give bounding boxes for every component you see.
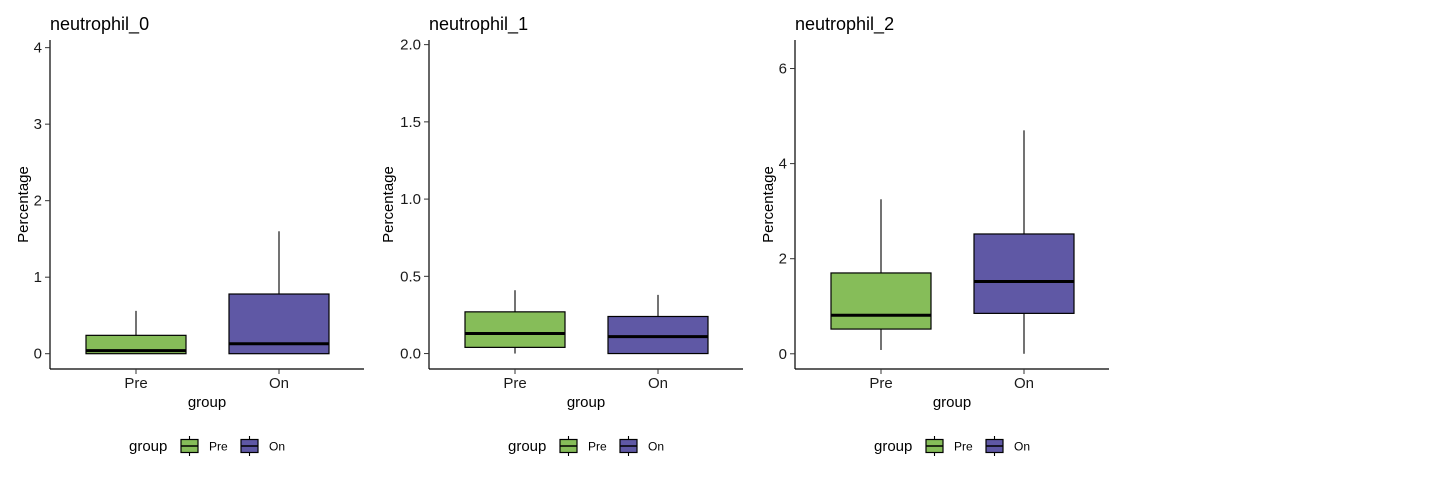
y-axis-title: Percentage (15, 166, 32, 243)
y-axis-title: Percentage (760, 166, 777, 243)
y-tick-label: 4 (779, 156, 787, 173)
legend-label: On (648, 440, 664, 454)
legend-item-on: On (619, 436, 664, 456)
legend: group Pre On (508, 436, 664, 456)
x-tick-label: On (269, 375, 289, 392)
y-tick-label: 0 (34, 346, 42, 363)
x-tick-label: On (648, 375, 668, 392)
y-tick-label: 2.0 (400, 37, 421, 54)
box-on (973, 130, 1075, 354)
box-body (830, 272, 932, 330)
y-tick-label: 2 (34, 193, 42, 210)
y-tick-label: 3 (34, 116, 42, 133)
y-tick-label: 1 (34, 269, 42, 286)
box-body (85, 334, 187, 355)
panel-title: neutrophil_1 (429, 14, 528, 35)
y-tick-label: 0 (779, 346, 787, 363)
panel-title: neutrophil_2 (795, 14, 894, 35)
y-tick-label: 6 (779, 61, 787, 78)
legend-title: group (874, 438, 912, 455)
legend-item-pre: Pre (559, 436, 607, 456)
legend-label: Pre (588, 440, 607, 454)
panel-title: neutrophil_0 (50, 14, 149, 35)
box-pre (85, 310, 187, 355)
y-tick-label: 0.0 (400, 346, 421, 363)
y-axis-title: Percentage (380, 166, 397, 243)
y-tick-label: 0.5 (400, 268, 421, 285)
box-body (607, 315, 709, 355)
legend: group Pre On (874, 436, 1030, 456)
box-pre (830, 199, 932, 350)
y-tick-label: 2 (779, 251, 787, 268)
x-tick-label: Pre (124, 375, 147, 392)
x-tick-label: On (1014, 375, 1034, 392)
x-axis-title: group (567, 394, 605, 411)
box-on (228, 231, 330, 355)
box-on (607, 294, 709, 355)
legend-title: group (508, 438, 546, 455)
x-tick-label: Pre (869, 375, 892, 392)
legend-title: group (129, 438, 167, 455)
legend-label: Pre (209, 440, 228, 454)
x-tick-label: Pre (503, 375, 526, 392)
y-tick-label: 1.0 (400, 191, 421, 208)
legend-label: On (1014, 440, 1030, 454)
legend: group Pre On (129, 436, 285, 456)
y-tick-label: 1.5 (400, 114, 421, 131)
x-axis-title: group (188, 394, 226, 411)
box-pre (464, 290, 566, 354)
legend-item-on: On (240, 436, 285, 456)
legend-item-on: On (985, 436, 1030, 456)
panel-2: neutrophil_2 0 2 4 6 Pre On group Percentage grou… (760, 14, 1109, 456)
x-axis-title: group (933, 394, 971, 411)
panel-0: neutrophil_0 0 1 2 3 4 Pre On group Percentage gro… (15, 14, 364, 456)
box-body (973, 233, 1075, 314)
legend-item-pre: Pre (180, 436, 228, 456)
box-body (464, 311, 566, 348)
y-tick-label: 4 (34, 40, 42, 57)
panel-1: neutrophil_1 0.0 0.5 1.0 1.5 2.0 Pre On group Per… (380, 14, 743, 456)
legend-item-pre: Pre (925, 436, 973, 456)
legend-label: Pre (954, 440, 973, 454)
legend-label: On (269, 440, 285, 454)
